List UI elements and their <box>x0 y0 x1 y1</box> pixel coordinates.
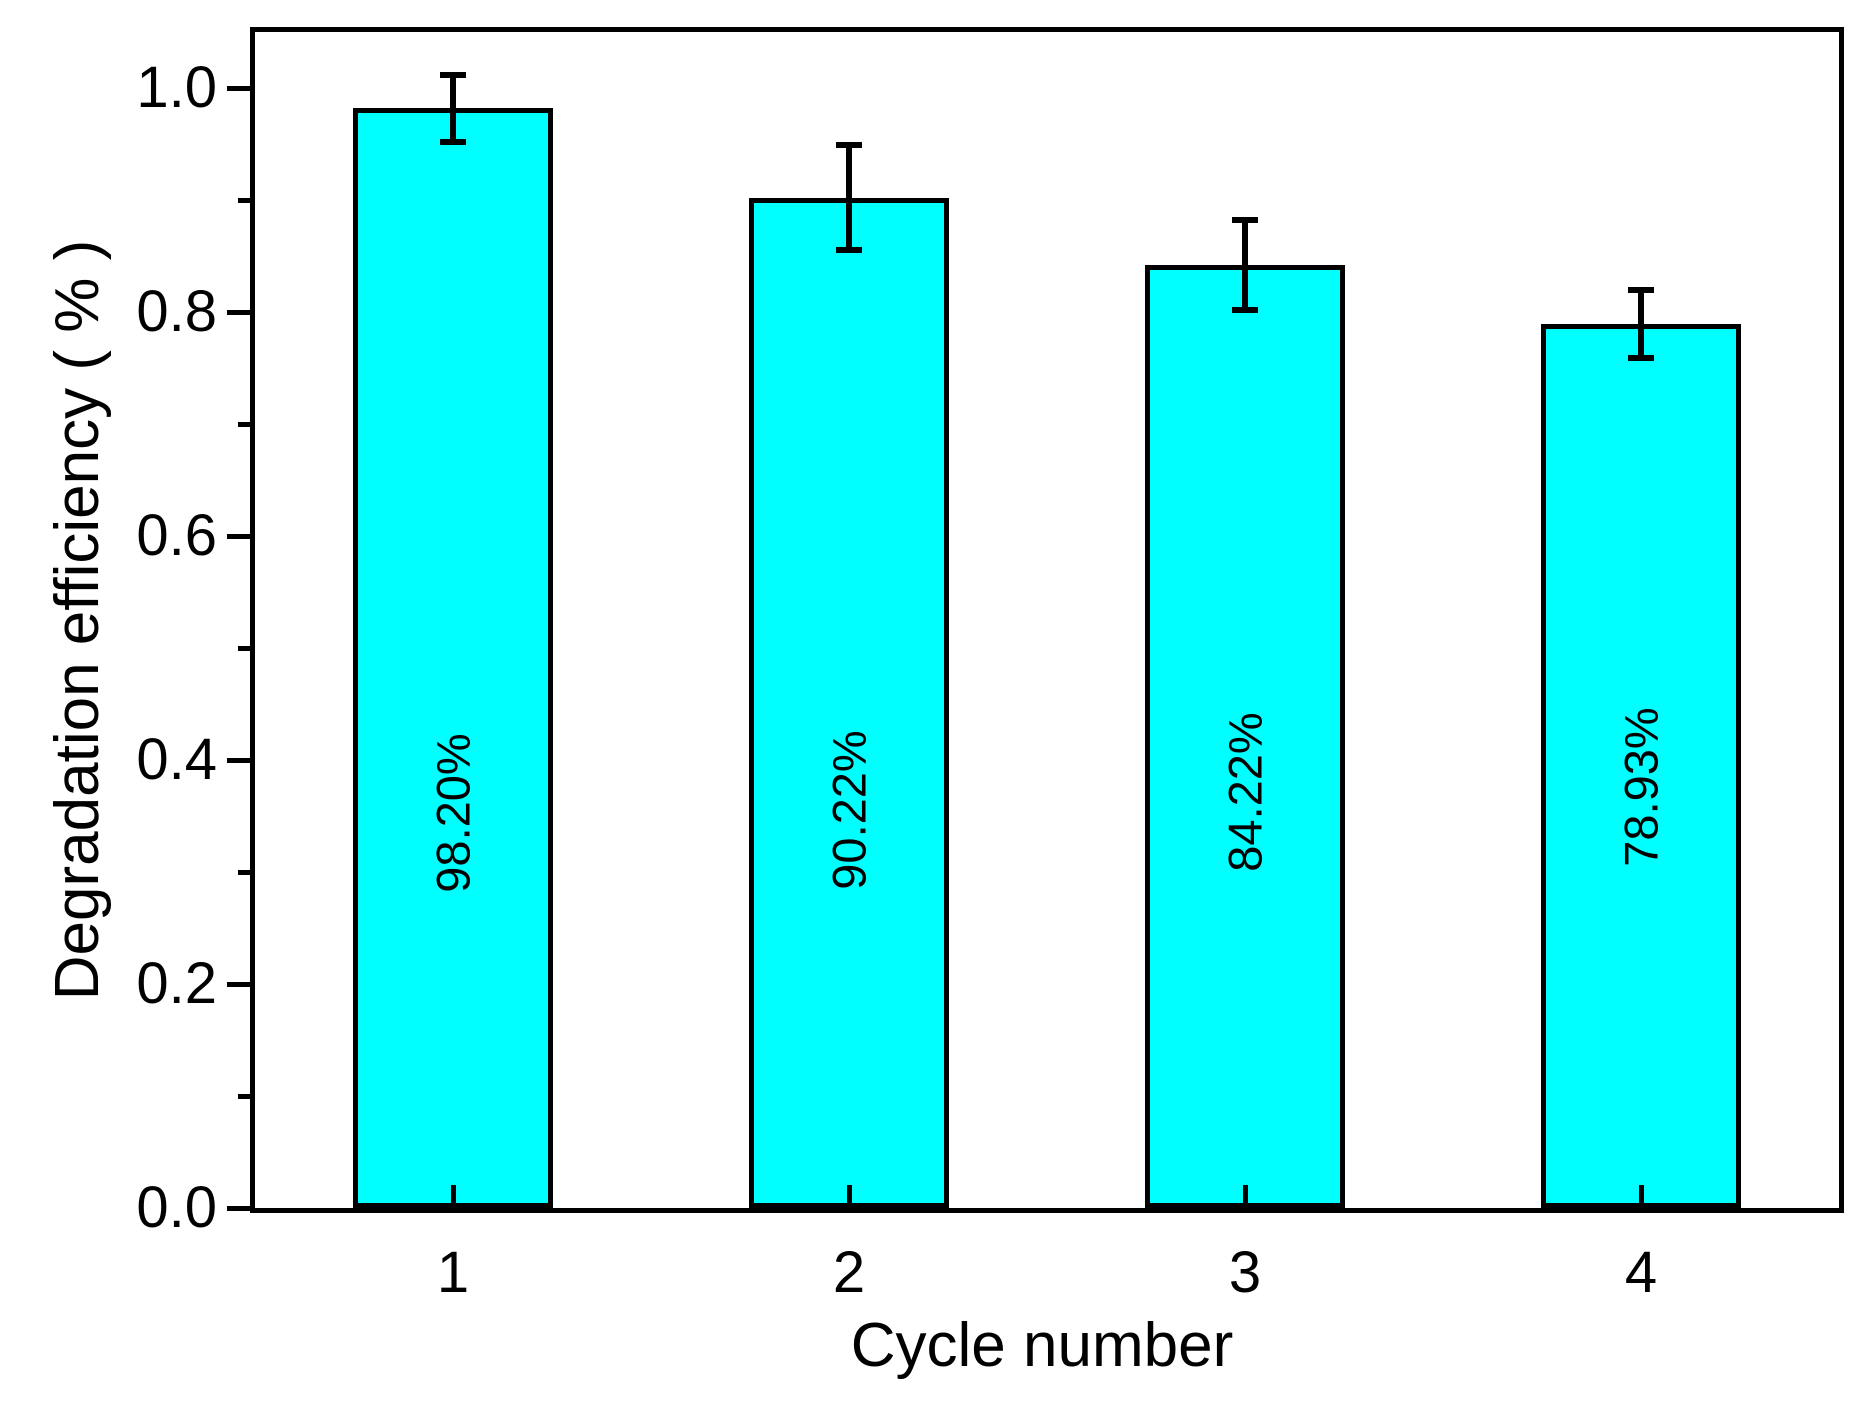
x-major-tick <box>1242 1185 1248 1208</box>
y-major-tick <box>227 981 250 987</box>
error-bar <box>846 144 852 251</box>
y-tick-label: 0.0 <box>136 1175 217 1240</box>
bar-value-label: 84.22% <box>1218 712 1272 873</box>
bar-value-label: 78.93% <box>1614 707 1668 867</box>
y-minor-tick <box>238 1093 250 1099</box>
y-minor-tick <box>238 645 250 651</box>
error-bar-cap <box>440 71 466 78</box>
y-tick-label: 1.0 <box>136 55 217 120</box>
error-bar-cap <box>1232 306 1258 313</box>
y-major-tick <box>227 85 250 91</box>
y-minor-tick <box>238 869 250 875</box>
y-tick-label: 0.8 <box>136 279 217 344</box>
bar-cycle-1 <box>353 108 553 1208</box>
y-major-tick <box>227 757 250 763</box>
error-bar <box>450 74 456 142</box>
y-minor-tick <box>238 197 250 203</box>
bar-cycle-3 <box>1145 264 1345 1208</box>
y-tick-label: 0.6 <box>136 503 217 568</box>
x-tick-label: 3 <box>1228 1240 1262 1305</box>
plot-inner: 0.0 0.2 0.4 0.6 0.8 1.0 98.20% 1 90.22% 2 84.22% 3 7… <box>136 32 1839 1302</box>
error-bar-cap <box>1628 354 1654 361</box>
error-bar-cap <box>1232 216 1258 223</box>
error-bar-cap <box>836 247 862 254</box>
error-bar-cap <box>836 141 862 148</box>
bar-value-label: 98.20% <box>426 732 480 893</box>
error-bar <box>1242 219 1248 310</box>
y-tick-label: 0.2 <box>136 951 217 1016</box>
x-major-tick <box>1638 1185 1644 1208</box>
x-major-tick <box>846 1185 852 1208</box>
x-major-tick <box>450 1185 456 1208</box>
y-axis-title: Degradation efficiency ( % ) <box>42 239 112 1001</box>
error-bar-cap <box>1628 287 1654 294</box>
error-bar <box>1638 290 1644 358</box>
y-major-tick <box>227 533 250 539</box>
bar-cycle-2 <box>749 197 949 1208</box>
x-tick-label: 4 <box>1624 1240 1658 1305</box>
y-major-tick <box>227 1205 250 1211</box>
bar-cycle-4 <box>1541 323 1741 1208</box>
x-axis-title: Cycle number <box>850 1311 1234 1380</box>
y-tick-label: 0.4 <box>136 727 217 792</box>
y-minor-tick <box>238 421 250 427</box>
x-tick-label: 2 <box>832 1240 866 1305</box>
x-tick-label: 1 <box>436 1240 470 1305</box>
y-major-tick <box>227 309 250 315</box>
error-bar-cap <box>440 138 466 145</box>
plot-area: 0.0 0.2 0.4 0.6 0.8 1.0 98.20% 1 90.22% 2 84.22% 3 7… <box>136 27 1844 1302</box>
bar-value-label: 90.22% <box>822 730 876 891</box>
